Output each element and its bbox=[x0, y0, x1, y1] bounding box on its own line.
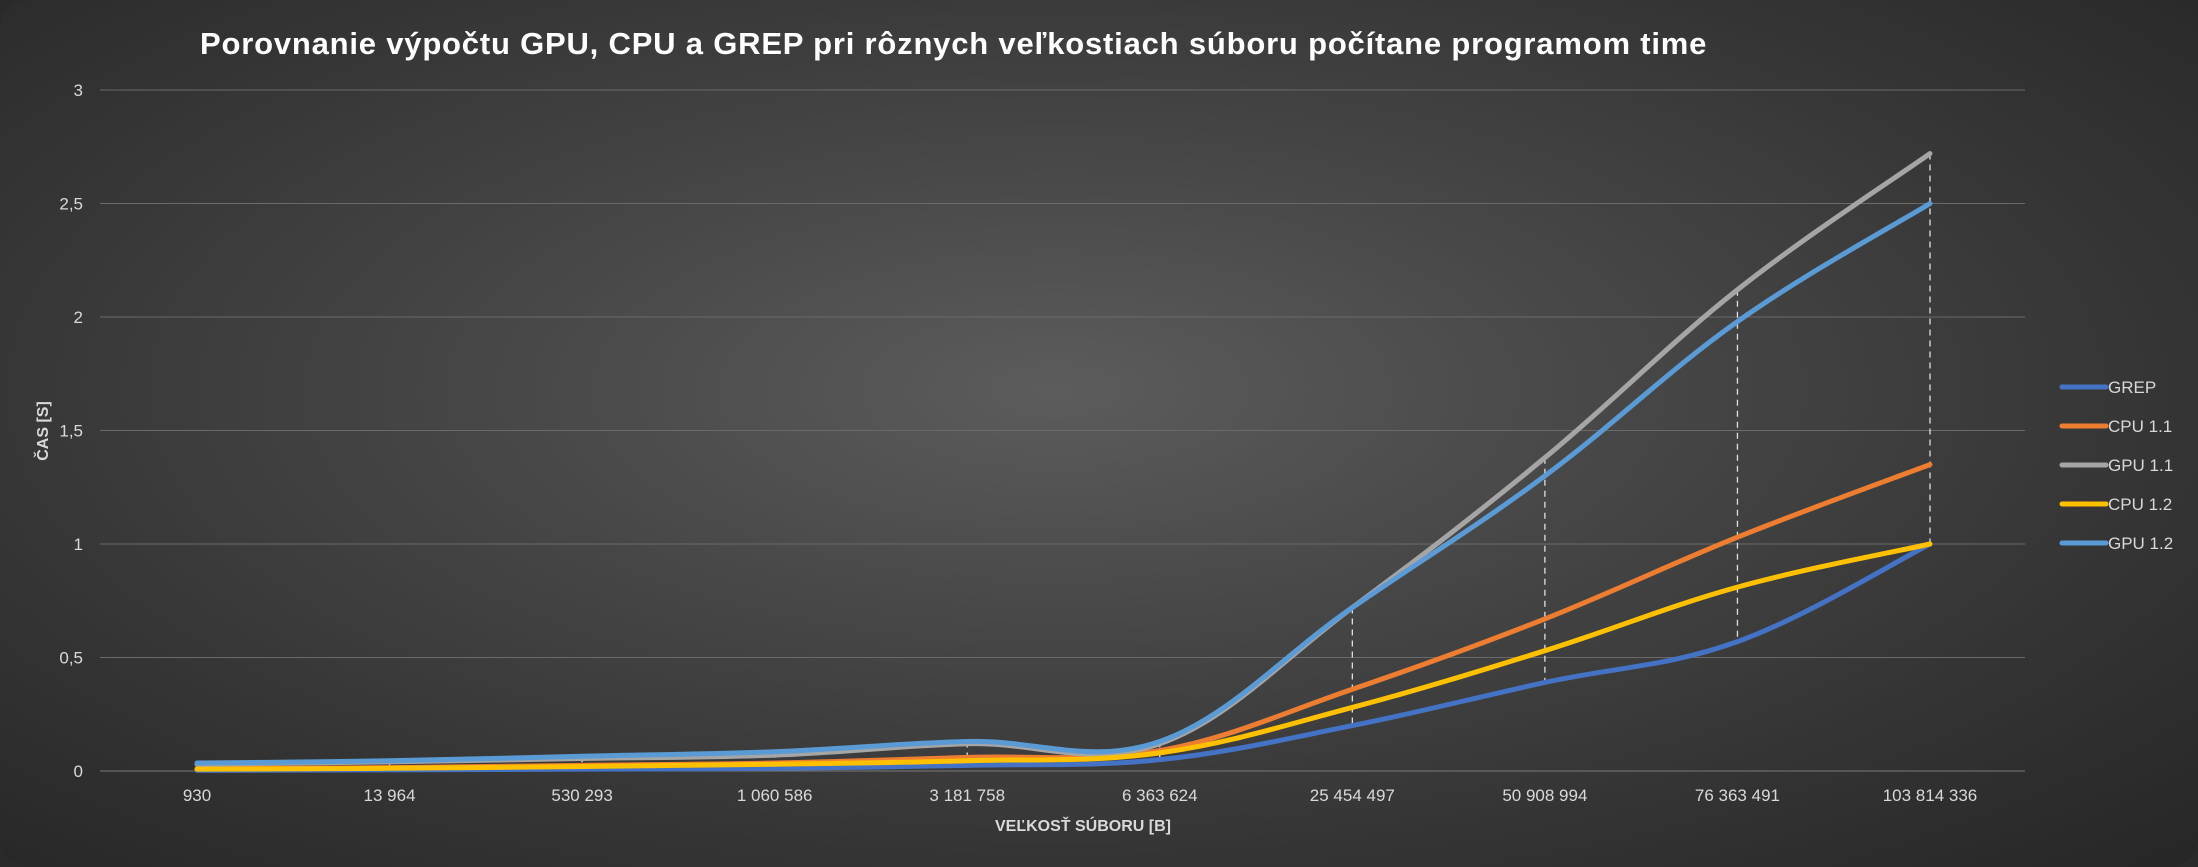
y-tick-label: 0,5 bbox=[59, 649, 83, 668]
series-lines bbox=[194, 151, 1933, 773]
y-tick-label: 2 bbox=[74, 308, 83, 327]
y-axis-title: ČAS [S] bbox=[33, 401, 52, 461]
x-tick-label: 930 bbox=[183, 786, 211, 805]
x-tick-label: 13 964 bbox=[364, 786, 416, 805]
x-axis-ticks: 930 13 964 530 293 1 060 586 3 181 758 6 363 … bbox=[183, 786, 1977, 805]
x-axis-title: VEĽKOSŤ SÚBORU [B] bbox=[995, 816, 1171, 835]
x-tick-label: 3 181 758 bbox=[929, 786, 1005, 805]
x-tick-label: 530 293 bbox=[551, 786, 612, 805]
legend-label-cpu-1-2: CPU 1.2 bbox=[2108, 495, 2172, 514]
y-axis-ticks: 0 0,5 1 1,5 2 2,5 3 bbox=[59, 81, 83, 781]
series-line-cpu-1-1 bbox=[194, 462, 1933, 772]
series-line-gpu-1-2 bbox=[194, 201, 1933, 766]
grid-lines bbox=[100, 89, 2025, 772]
x-tick-label: 76 363 491 bbox=[1695, 786, 1780, 805]
drop-lines bbox=[196, 153, 1931, 771]
legend-label-grep: GREP bbox=[2108, 378, 2156, 397]
series-line-cpu-1-2 bbox=[194, 541, 1933, 772]
y-tick-label: 1,5 bbox=[59, 422, 83, 441]
legend-label-gpu-1-2: GPU 1.2 bbox=[2108, 534, 2173, 553]
x-tick-label: 25 454 497 bbox=[1310, 786, 1395, 805]
y-tick-label: 1 bbox=[74, 535, 83, 554]
chart-title: Porovnanie výpočtu GPU, CPU a GREP pri r… bbox=[200, 26, 1707, 61]
x-tick-label: 103 814 336 bbox=[1883, 786, 1978, 805]
y-tick-label: 3 bbox=[74, 81, 83, 100]
y-tick-label: 2,5 bbox=[59, 195, 83, 214]
x-tick-label: 50 908 994 bbox=[1502, 786, 1587, 805]
series-line-gpu-1-1 bbox=[194, 151, 1933, 767]
legend: GREP CPU 1.1 GPU 1.1 CPU 1.2 GPU 1.2 bbox=[2059, 378, 2173, 553]
x-tick-label: 6 363 624 bbox=[1122, 786, 1198, 805]
legend-label-cpu-1-1: CPU 1.1 bbox=[2108, 417, 2172, 436]
legend-label-gpu-1-1: GPU 1.1 bbox=[2108, 456, 2173, 475]
x-tick-label: 1 060 586 bbox=[737, 786, 813, 805]
y-tick-label: 0 bbox=[74, 762, 83, 781]
